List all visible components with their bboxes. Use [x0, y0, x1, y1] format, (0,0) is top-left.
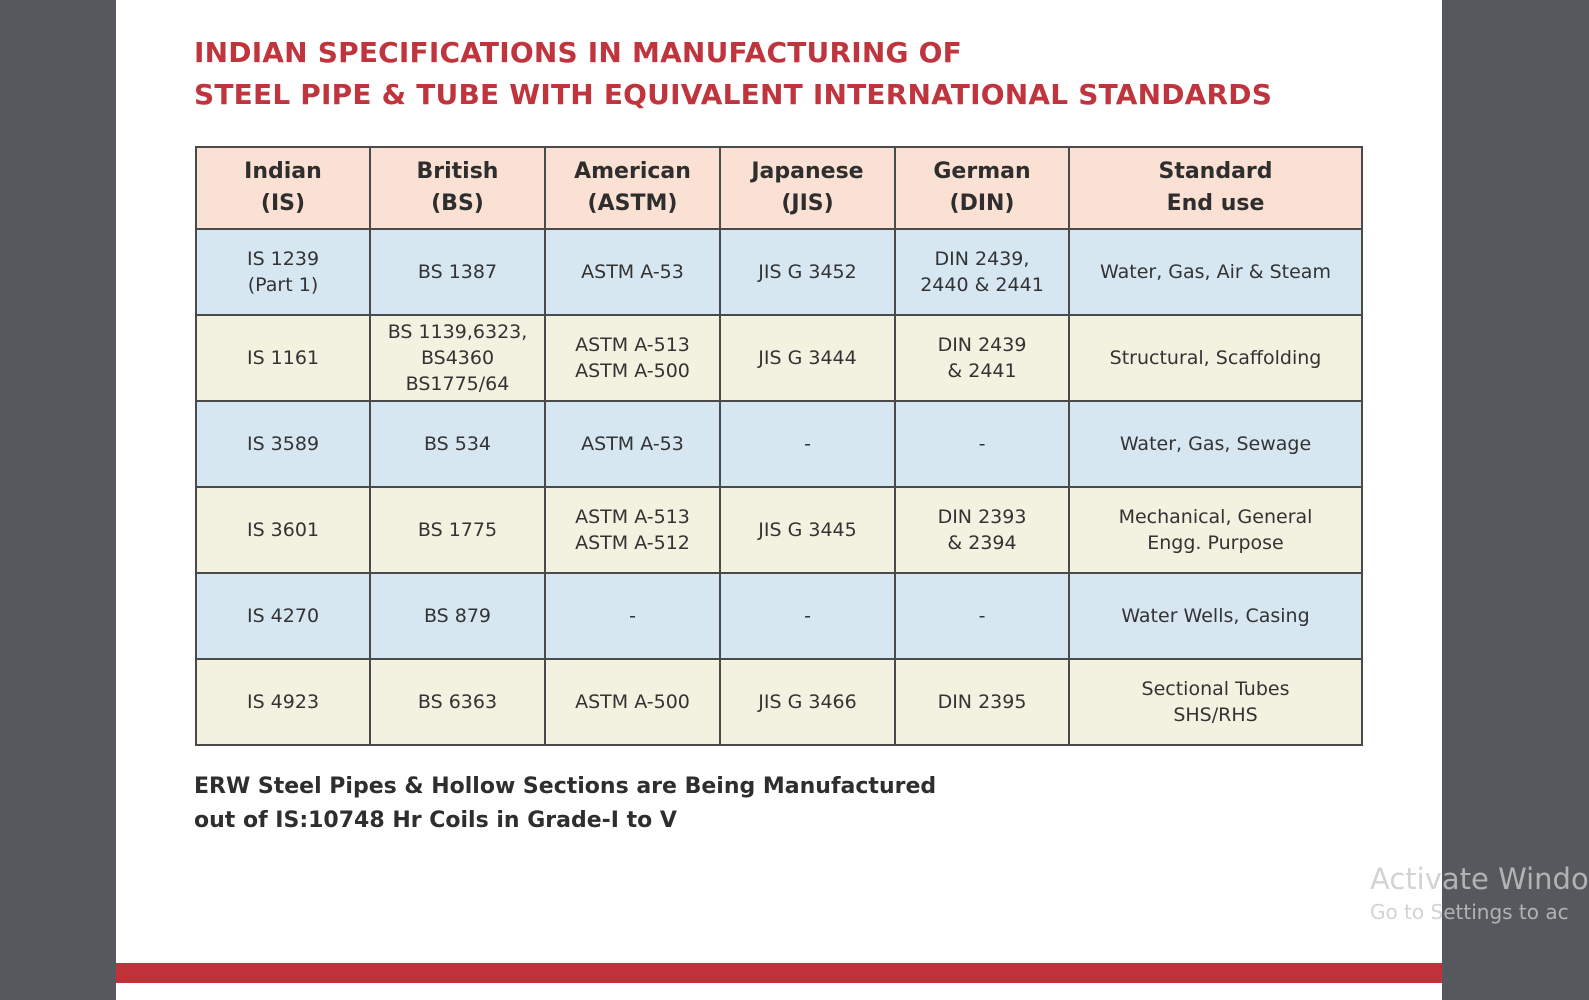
- table-cell: Structural, Scaffolding: [1068, 314, 1363, 402]
- column-header: German (DIN): [894, 146, 1070, 230]
- table-row: IS 3589 BS 534 ASTM A-53- - Water, Gas, Sewa…: [195, 400, 1363, 488]
- table-row: IS 1239 (Part 1) BS 1387 ASTM A-53 JIS G 34…: [195, 228, 1363, 316]
- table-cell: IS 1239 (Part 1): [195, 228, 371, 316]
- watermark-line-2: Go to Settings to ac: [1370, 900, 1569, 924]
- title-line-1: INDIAN SPECIFICATIONS IN MANUFACTURING O…: [194, 36, 962, 69]
- table-cell: -: [719, 572, 896, 660]
- table-cell: IS 3589: [195, 400, 371, 488]
- table-cell: Water, Gas, Sewage: [1068, 400, 1363, 488]
- table-cell: ASTM A-513 ASTM A-500: [544, 314, 721, 402]
- footer-bar: [116, 963, 1442, 983]
- table-cell: BS 1775: [369, 486, 546, 574]
- table-cell: ASTM A-500: [544, 658, 721, 746]
- column-header: Standard End use: [1068, 146, 1363, 230]
- footnote-line-1: ERW Steel Pipes & Hollow Sections are Be…: [194, 774, 937, 799]
- footnote: ERW Steel Pipes & Hollow Sections are Be…: [194, 770, 936, 838]
- table-cell: IS 4270: [195, 572, 371, 660]
- table-cell: BS 1387: [369, 228, 546, 316]
- table-cell: Water Wells, Casing: [1068, 572, 1363, 660]
- table-cell: BS 6363: [369, 658, 546, 746]
- table-cell: JIS G 3466: [719, 658, 896, 746]
- activate-windows-watermark: Activate Windo Go to Settings to ac: [1370, 862, 1589, 924]
- footnote-line-2: out of IS:10748 Hr Coils in Grade-I to V: [194, 808, 677, 833]
- table-cell: IS 4923: [195, 658, 371, 746]
- column-header: Japanese (JIS): [719, 146, 896, 230]
- table-cell: -: [544, 572, 721, 660]
- table-cell: ASTM A-513 ASTM A-512: [544, 486, 721, 574]
- table-cell: -: [894, 572, 1070, 660]
- table-cell: BS 1139,6323, BS4360 BS1775/64: [369, 314, 546, 402]
- table-row: IS 1161 BS 1139,6323, BS4360 BS1775/64 AST…: [195, 314, 1363, 402]
- table-cell: ASTM A-53: [544, 400, 721, 488]
- table-cell: DIN 2439 & 2441: [894, 314, 1070, 402]
- table-cell: -: [894, 400, 1070, 488]
- table-cell: ASTM A-53: [544, 228, 721, 316]
- table-cell: JIS G 3445: [719, 486, 896, 574]
- watermark-line-1: Activate Windo: [1370, 862, 1589, 896]
- column-header: Indian (IS): [195, 146, 371, 230]
- table-cell: -: [719, 400, 896, 488]
- table-cell: BS 534: [369, 400, 546, 488]
- table-row: IS 3601 BS 1775 ASTM A-513 ASTM A-512 JIS G…: [195, 486, 1363, 574]
- table-cell: BS 879: [369, 572, 546, 660]
- column-header: American (ASTM): [544, 146, 721, 230]
- page-title: INDIAN SPECIFICATIONS IN MANUFACTURING O…: [194, 32, 1272, 116]
- table-row: IS 4923 BS 6363 ASTM A-500 JIS G 3466 DIN 23…: [195, 658, 1363, 746]
- table-cell: DIN 2439, 2440 & 2441: [894, 228, 1070, 316]
- table-row: IS 4270 BS 879- - - Water Wells, Casing: [195, 572, 1363, 660]
- title-line-2: STEEL PIPE & TUBE WITH EQUIVALENT INTERN…: [194, 78, 1273, 111]
- table-cell: IS 3601: [195, 486, 371, 574]
- table-header-row: Indian (IS) British (BS) American (ASTM) Ja…: [195, 146, 1363, 230]
- table-cell: Mechanical, General Engg. Purpose: [1068, 486, 1363, 574]
- column-header: British (BS): [369, 146, 546, 230]
- table-cell: DIN 2395: [894, 658, 1070, 746]
- table-cell: Sectional Tubes SHS/RHS: [1068, 658, 1363, 746]
- table-cell: IS 1161: [195, 314, 371, 402]
- table-cell: Water, Gas, Air & Steam: [1068, 228, 1363, 316]
- table-cell: JIS G 3444: [719, 314, 896, 402]
- standards-table: Indian (IS) British (BS) American (ASTM) Ja…: [195, 146, 1363, 746]
- table-cell: JIS G 3452: [719, 228, 896, 316]
- table-cell: DIN 2393 & 2394: [894, 486, 1070, 574]
